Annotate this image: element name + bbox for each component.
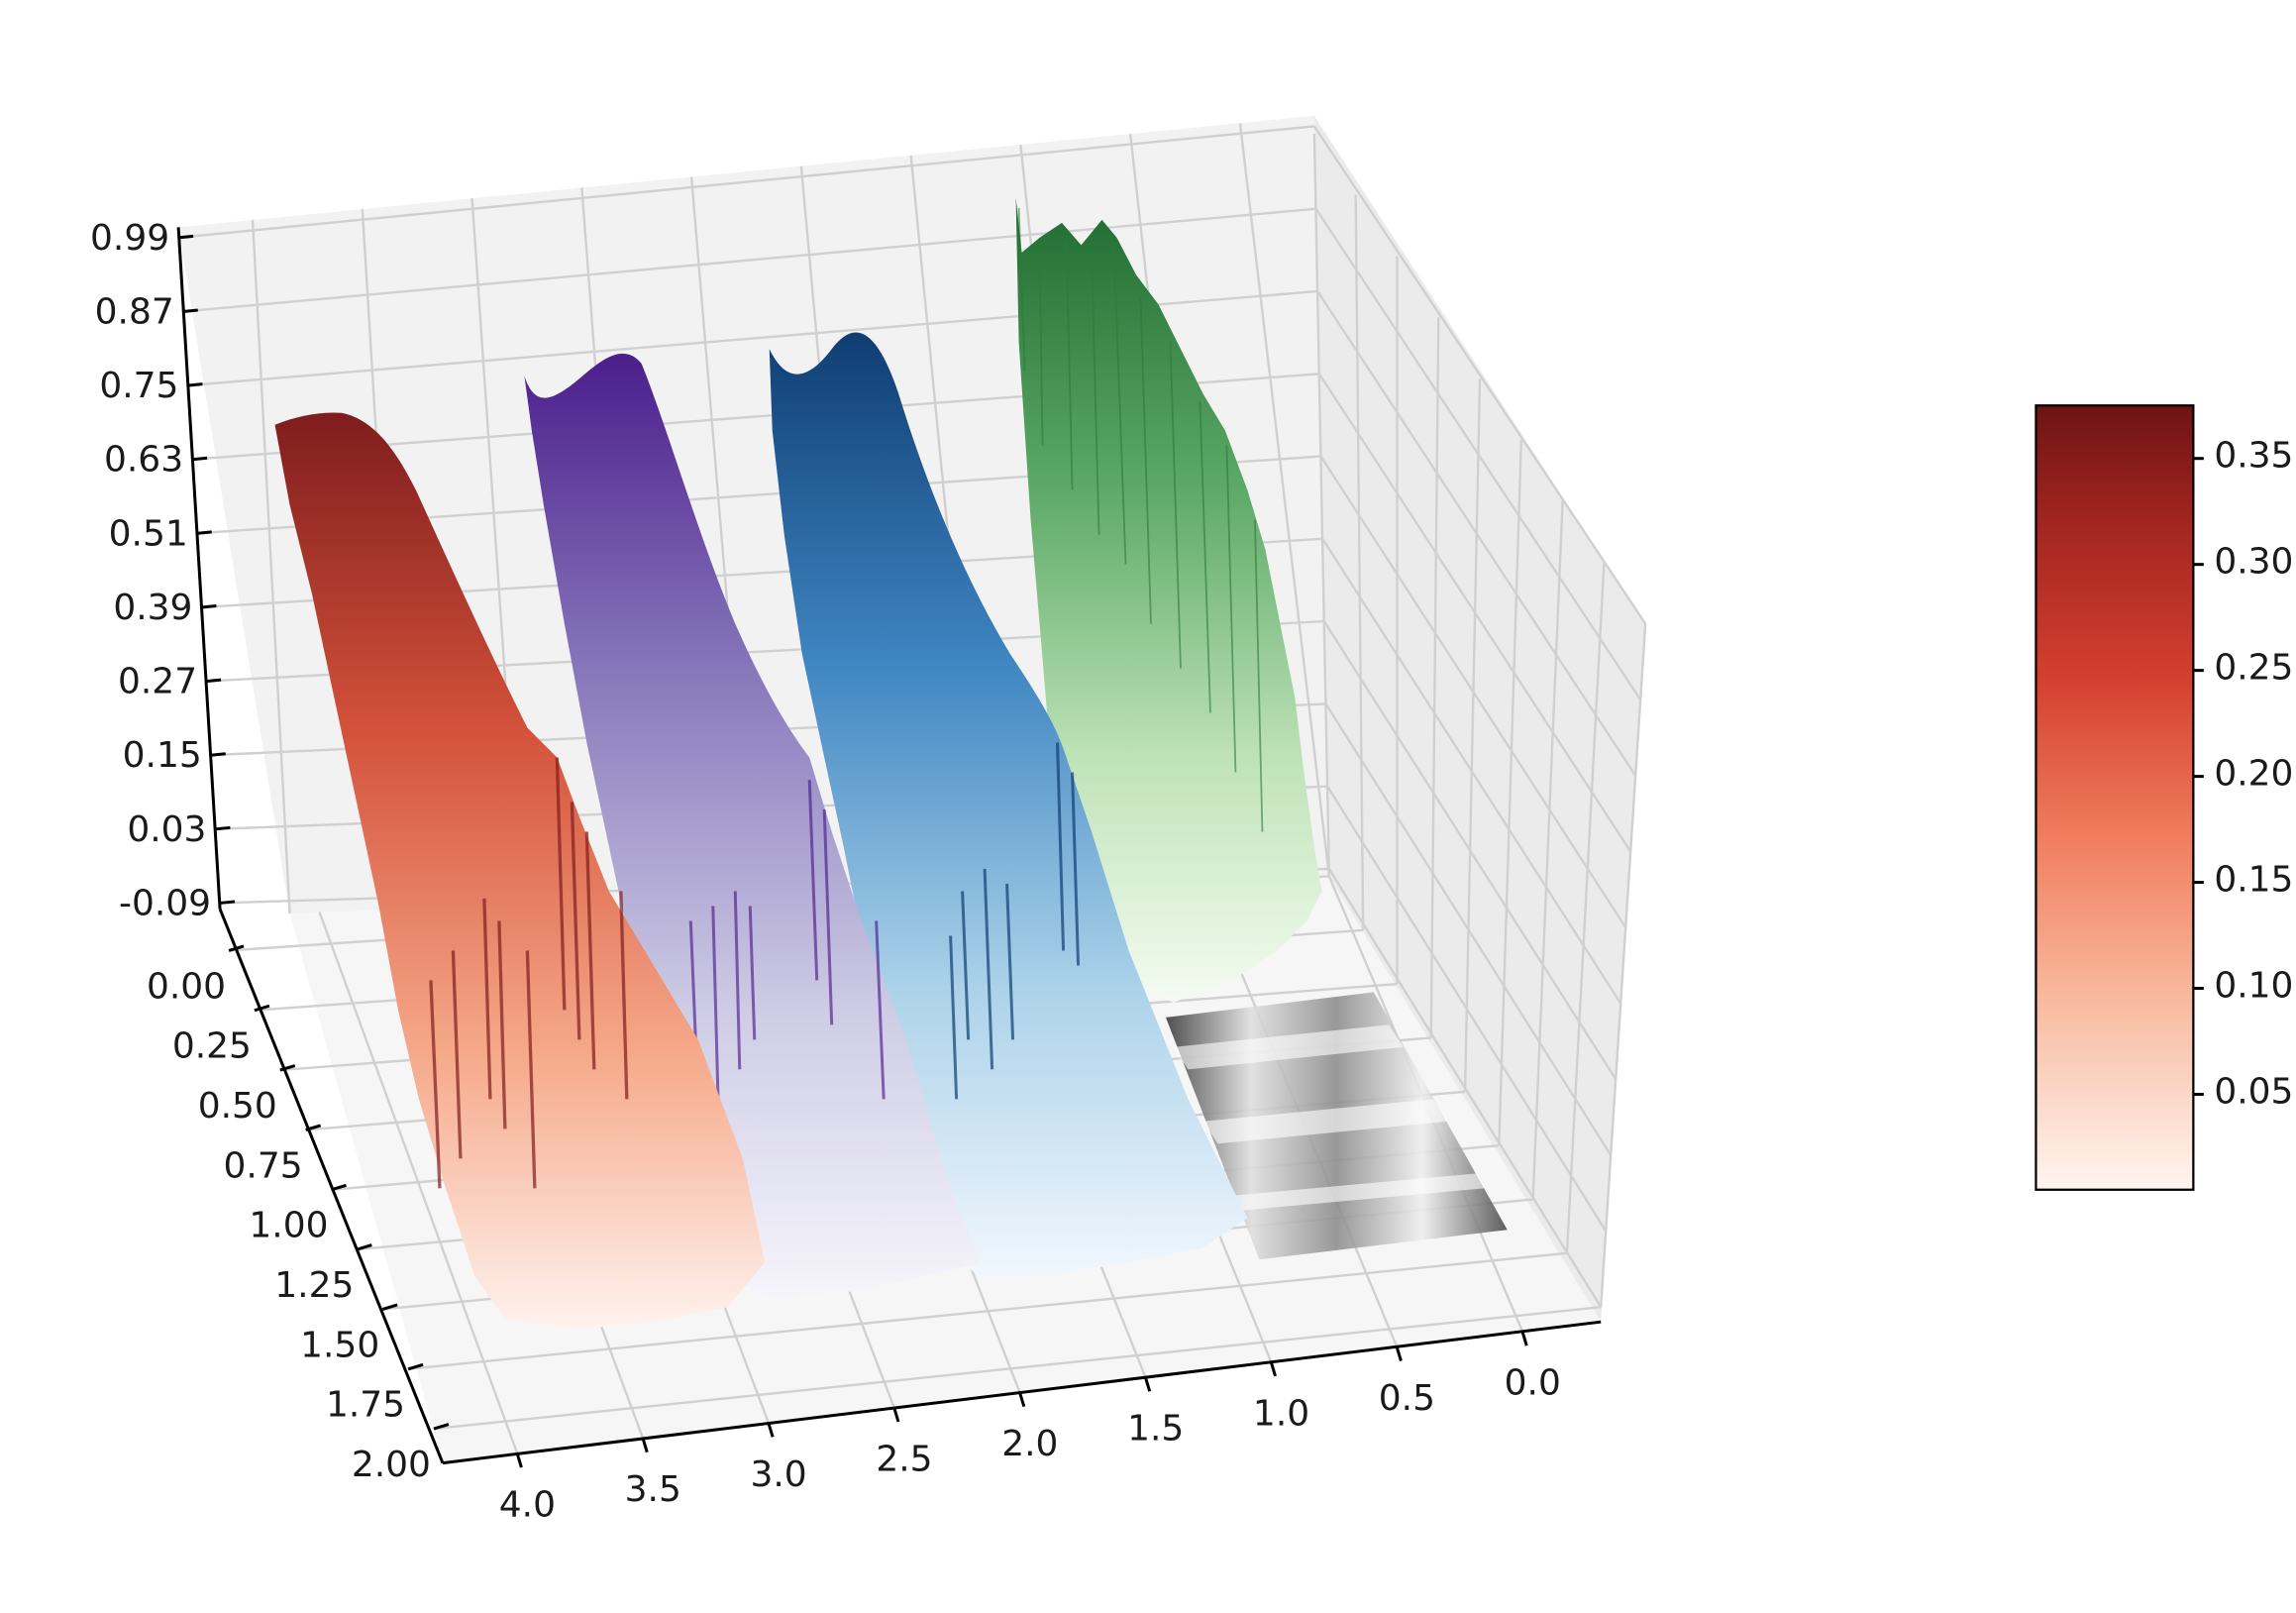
surface-purples <box>524 353 981 1300</box>
y-tick-label: 0.00 <box>147 966 226 1007</box>
x-tick-label: 2.5 <box>876 1439 932 1479</box>
x-tick-mark <box>767 1421 775 1438</box>
x-tick-mark <box>892 1406 900 1423</box>
colorbar-tick-label: 0.10 <box>2214 966 2293 1007</box>
z-tick-label: -0.09 <box>119 883 211 923</box>
y-tick-mark <box>331 1183 347 1192</box>
y-tick-label: 1.00 <box>249 1206 328 1246</box>
x-tick-label: 4.0 <box>499 1485 556 1526</box>
x-tick-label: 3.5 <box>625 1469 681 1510</box>
z-tick-mark <box>219 900 236 905</box>
colorbar: 0.35 0.30 0.25 0.20 0.15 0.10 0.05 <box>2035 404 2293 1191</box>
x-tick-mark <box>1520 1330 1528 1346</box>
y-tick-mark <box>305 1124 322 1131</box>
z-tick-label: 0.99 <box>90 218 169 259</box>
x-tick-mark <box>1269 1360 1277 1377</box>
y-axis: 0.00 0.25 0.50 0.75 1.00 1.25 1.50 1.75 2.00 <box>147 944 450 1485</box>
z-tick-label: 0.27 <box>118 662 197 702</box>
colorbar-tick-label: 0.30 <box>2214 542 2293 583</box>
z-tick-label: 0.39 <box>113 588 192 628</box>
surface-reds <box>274 412 766 1330</box>
z-tick-mark <box>201 603 217 609</box>
x-tick-mark <box>1395 1345 1403 1361</box>
colorbar-tick-label: 0.20 <box>2214 754 2293 795</box>
y-tick-mark <box>381 1303 398 1311</box>
z-tick-mark <box>187 382 203 387</box>
z-tick-label: 0.15 <box>123 735 202 776</box>
axis-lines <box>176 227 1602 1465</box>
colorbar-tick-label: 0.15 <box>2214 860 2293 901</box>
surface-greens <box>1015 197 1322 1003</box>
y-tick-label: 1.50 <box>300 1325 379 1365</box>
z-tick-label: 0.03 <box>127 809 206 850</box>
y-tick-mark <box>254 1004 270 1013</box>
x-tick-label: 0.0 <box>1505 1363 1561 1404</box>
colorbar-tick-label: 0.05 <box>2214 1071 2293 1112</box>
z-tick-mark <box>177 234 194 240</box>
z-tick-label: 0.63 <box>104 440 183 481</box>
z-tick-mark <box>182 308 198 313</box>
z-tick-mark <box>210 752 226 757</box>
y-tick-label: 0.25 <box>172 1026 252 1067</box>
x-axis: 4.0 3.5 3.0 2.5 2.0 1.5 1.0 0.5 0.0 <box>499 1330 1561 1526</box>
colorbar-tick-label: 0.25 <box>2214 648 2293 689</box>
x-tick-label: 1.5 <box>1127 1409 1184 1450</box>
z-axis: 0.99 0.87 0.75 0.63 0.51 0.39 0.27 0.15 0.03 -0.0… <box>90 218 236 923</box>
z-tick-mark <box>191 456 208 462</box>
x-tick-label: 0.5 <box>1379 1378 1435 1419</box>
x-tick-label: 2.0 <box>1001 1424 1058 1464</box>
y-tick-label: 1.25 <box>274 1265 354 1306</box>
y-tick-mark <box>433 1423 450 1431</box>
y-tick-mark <box>279 1064 296 1072</box>
colorbar-gradient <box>2035 404 2195 1191</box>
x-tick-label: 1.0 <box>1253 1393 1309 1434</box>
y-tick-label: 0.50 <box>198 1086 277 1127</box>
x-tick-mark <box>1017 1391 1026 1408</box>
z-tick-mark <box>196 530 212 535</box>
floor-projection <box>1165 992 1508 1260</box>
x-tick-mark <box>515 1452 523 1468</box>
y-tick-mark <box>228 944 245 952</box>
y-tick-mark <box>356 1243 372 1251</box>
z-tick-label: 0.75 <box>99 366 178 406</box>
z-tick-mark <box>205 678 222 684</box>
x-tick-mark <box>1143 1375 1152 1392</box>
x-tick-label: 3.0 <box>751 1454 807 1495</box>
y-tick-label: 1.75 <box>326 1385 405 1426</box>
z-tick-mark <box>215 825 231 831</box>
y-tick-label: 2.00 <box>352 1445 431 1485</box>
z-tick-label: 0.51 <box>109 513 188 554</box>
colorbar-tick-label: 0.35 <box>2214 436 2293 477</box>
y-tick-mark <box>407 1362 424 1371</box>
z-tick-label: 0.87 <box>95 291 174 332</box>
y-tick-label: 0.75 <box>224 1145 303 1186</box>
colorbar-ticks: 0.35 0.30 0.25 0.20 0.15 0.10 0.05 <box>2193 436 2293 1112</box>
x-tick-mark <box>641 1437 649 1453</box>
